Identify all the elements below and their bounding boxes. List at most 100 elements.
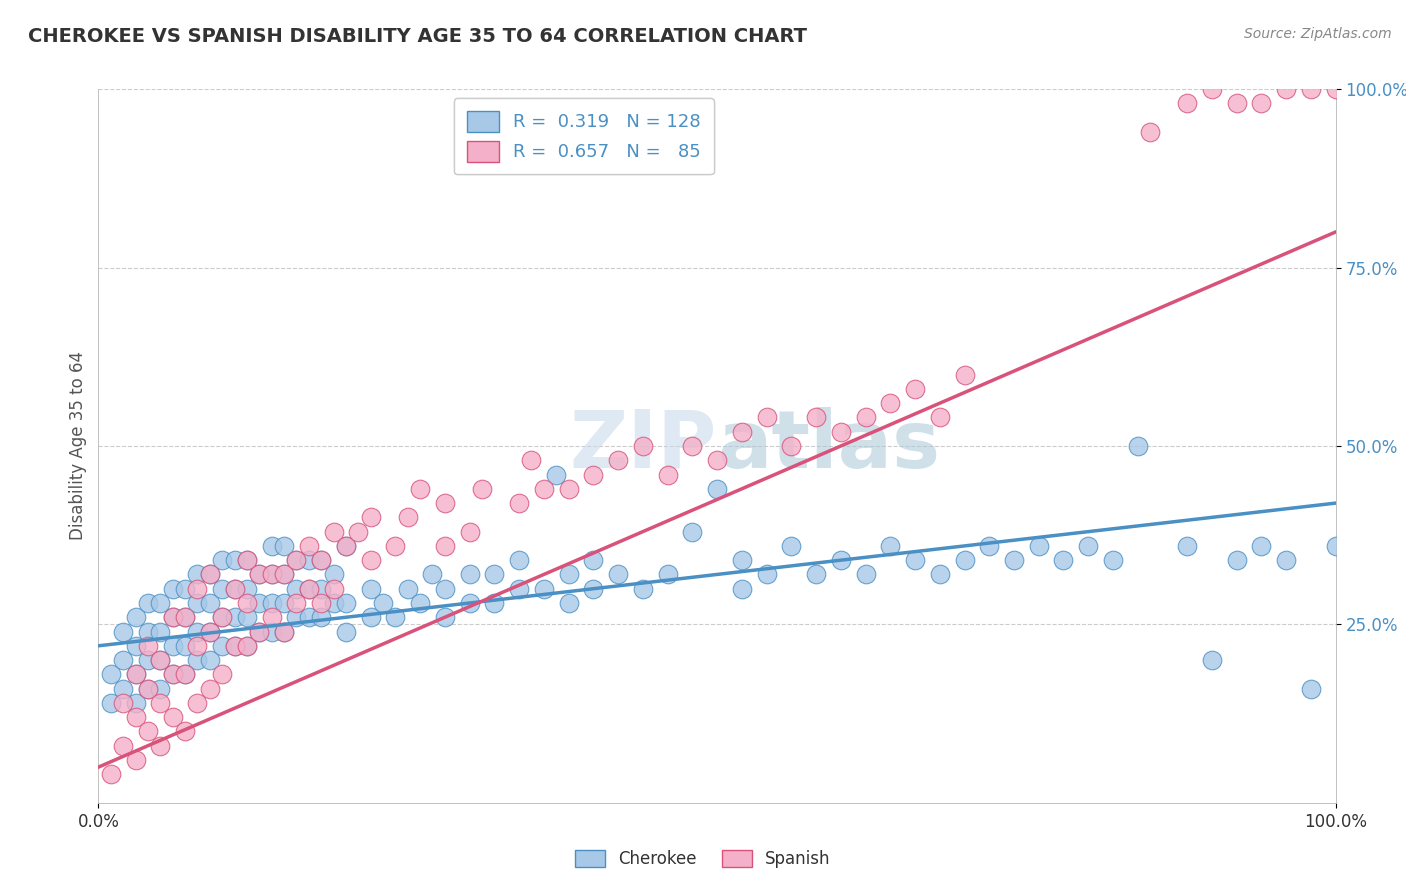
Point — [224, 582, 246, 596]
Point — [979, 539, 1001, 553]
Point — [112, 653, 135, 667]
Point — [100, 696, 122, 710]
Point — [162, 582, 184, 596]
Point — [1250, 96, 1272, 111]
Point — [953, 553, 976, 567]
Point — [236, 553, 259, 567]
Point — [1275, 553, 1298, 567]
Point — [211, 582, 233, 596]
Point — [224, 553, 246, 567]
Point — [731, 553, 754, 567]
Point — [384, 539, 406, 553]
Point — [1226, 553, 1249, 567]
Point — [360, 553, 382, 567]
Point — [298, 539, 321, 553]
Point — [211, 610, 233, 624]
Point — [804, 410, 827, 425]
Point — [224, 610, 246, 624]
Point — [409, 596, 432, 610]
Point — [162, 610, 184, 624]
Point — [224, 639, 246, 653]
Legend: Cherokee, Spanish: Cherokee, Spanish — [568, 843, 838, 875]
Point — [780, 539, 803, 553]
Point — [285, 582, 308, 596]
Point — [112, 681, 135, 696]
Point — [198, 624, 221, 639]
Point — [804, 567, 827, 582]
Point — [136, 639, 159, 653]
Point — [458, 524, 481, 539]
Point — [162, 639, 184, 653]
Point — [124, 667, 146, 681]
Point — [273, 539, 295, 553]
Point — [273, 596, 295, 610]
Point — [557, 482, 579, 496]
Point — [582, 582, 605, 596]
Point — [124, 696, 146, 710]
Point — [309, 582, 332, 596]
Point — [347, 524, 370, 539]
Point — [186, 582, 208, 596]
Point — [360, 510, 382, 524]
Point — [533, 582, 555, 596]
Point — [458, 567, 481, 582]
Point — [1175, 96, 1198, 111]
Point — [335, 624, 357, 639]
Point — [533, 482, 555, 496]
Point — [198, 567, 221, 582]
Point — [149, 596, 172, 610]
Point — [631, 582, 654, 596]
Point — [211, 610, 233, 624]
Point — [1250, 539, 1272, 553]
Point — [124, 639, 146, 653]
Point — [433, 539, 456, 553]
Point — [112, 696, 135, 710]
Y-axis label: Disability Age 35 to 64: Disability Age 35 to 64 — [69, 351, 87, 541]
Point — [681, 524, 703, 539]
Point — [508, 553, 530, 567]
Point — [198, 653, 221, 667]
Point — [433, 610, 456, 624]
Point — [879, 539, 901, 553]
Point — [285, 553, 308, 567]
Point — [260, 567, 283, 582]
Point — [273, 567, 295, 582]
Point — [298, 582, 321, 596]
Point — [904, 553, 927, 567]
Point — [186, 653, 208, 667]
Point — [273, 624, 295, 639]
Point — [298, 610, 321, 624]
Point — [162, 667, 184, 681]
Point — [285, 610, 308, 624]
Point — [260, 567, 283, 582]
Point — [236, 610, 259, 624]
Point — [1201, 653, 1223, 667]
Point — [186, 596, 208, 610]
Point — [186, 696, 208, 710]
Point — [546, 467, 568, 482]
Point — [124, 753, 146, 767]
Point — [149, 681, 172, 696]
Point — [928, 567, 950, 582]
Point — [657, 467, 679, 482]
Point — [484, 567, 506, 582]
Point — [124, 667, 146, 681]
Point — [1324, 539, 1347, 553]
Point — [198, 596, 221, 610]
Point — [309, 596, 332, 610]
Point — [1028, 539, 1050, 553]
Point — [149, 696, 172, 710]
Point — [1002, 553, 1025, 567]
Point — [322, 567, 344, 582]
Point — [149, 624, 172, 639]
Point — [247, 624, 270, 639]
Point — [112, 624, 135, 639]
Point — [1126, 439, 1149, 453]
Point — [731, 425, 754, 439]
Point — [273, 567, 295, 582]
Point — [422, 567, 444, 582]
Point — [211, 667, 233, 681]
Point — [904, 382, 927, 396]
Point — [309, 553, 332, 567]
Point — [236, 596, 259, 610]
